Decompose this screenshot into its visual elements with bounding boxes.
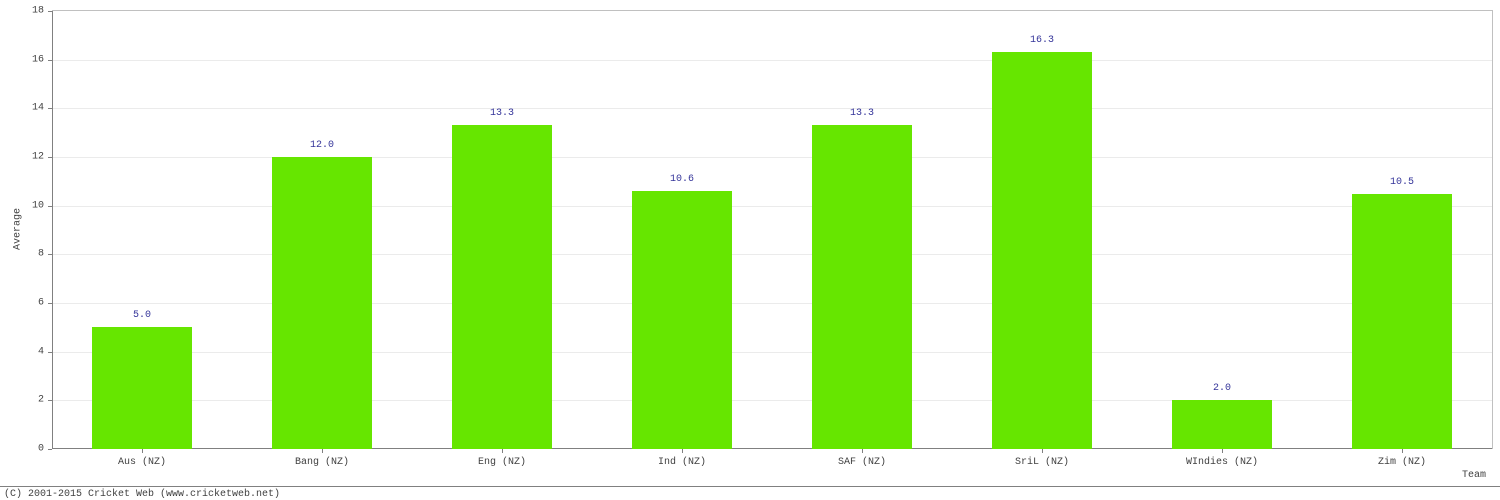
x-tick-mark (1402, 449, 1403, 453)
x-axis-title: Team (1462, 470, 1486, 481)
bar-value-label: 2.0 (1213, 383, 1231, 394)
y-tick-label: 12 (32, 152, 44, 163)
bar-value-label: 10.5 (1390, 177, 1414, 188)
bar (272, 157, 373, 449)
bar (92, 327, 193, 449)
gridline (52, 254, 1492, 255)
bar-value-label: 16.3 (1030, 35, 1054, 46)
x-tick-label: SAF (NZ) (838, 457, 886, 468)
x-tick-label: Ind (NZ) (658, 457, 706, 468)
bar-value-label: 10.6 (670, 174, 694, 185)
y-tick-label: 10 (32, 200, 44, 211)
gridline (52, 352, 1492, 353)
x-tick-label: Zim (NZ) (1378, 457, 1426, 468)
x-tick-mark (1042, 449, 1043, 453)
chart-container: 0 2 4 6 8 10 12 14 16 18 5.0 Aus (NZ) 12.0 Bang (NZ) 1… (0, 0, 1500, 500)
bar (452, 125, 553, 449)
y-tick-label: 6 (38, 298, 44, 309)
bar (992, 52, 1093, 449)
gridline (52, 108, 1492, 109)
x-tick-mark (862, 449, 863, 453)
bar (812, 125, 913, 449)
y-tick-label: 8 (38, 249, 44, 260)
bar-value-label: 13.3 (850, 108, 874, 119)
x-tick-mark (502, 449, 503, 453)
gridline (52, 206, 1492, 207)
y-axis-line (52, 11, 53, 449)
bar (632, 191, 733, 449)
x-tick-label: WIndies (NZ) (1186, 457, 1258, 468)
gridline (52, 400, 1492, 401)
x-axis-line (52, 448, 1492, 449)
gridline (52, 157, 1492, 158)
x-tick-label: Bang (NZ) (295, 457, 349, 468)
x-tick-mark (682, 449, 683, 453)
bar (1352, 194, 1453, 450)
y-tick-mark (48, 449, 52, 450)
plot-area: 0246810121416185.0Aus (NZ)12.0Bang (NZ)1… (52, 10, 1493, 449)
footer-attribution: (C) 2001-2015 Cricket Web (www.cricketwe… (0, 486, 1500, 500)
x-tick-mark (1222, 449, 1223, 453)
y-tick-label: 4 (38, 346, 44, 357)
x-tick-label: Eng (NZ) (478, 457, 526, 468)
y-tick-label: 14 (32, 103, 44, 114)
x-tick-mark (142, 449, 143, 453)
x-tick-mark (322, 449, 323, 453)
gridline (52, 60, 1492, 61)
x-tick-label: Aus (NZ) (118, 457, 166, 468)
bar-value-label: 5.0 (133, 310, 151, 321)
y-tick-label: 0 (38, 444, 44, 455)
gridline (52, 303, 1492, 304)
y-tick-label: 16 (32, 54, 44, 65)
y-tick-label: 2 (38, 395, 44, 406)
bar-value-label: 13.3 (490, 108, 514, 119)
bar-value-label: 12.0 (310, 140, 334, 151)
y-tick-label: 18 (32, 6, 44, 17)
y-axis-title: Average (13, 208, 24, 250)
bar (1172, 400, 1273, 449)
x-tick-label: SriL (NZ) (1015, 457, 1069, 468)
